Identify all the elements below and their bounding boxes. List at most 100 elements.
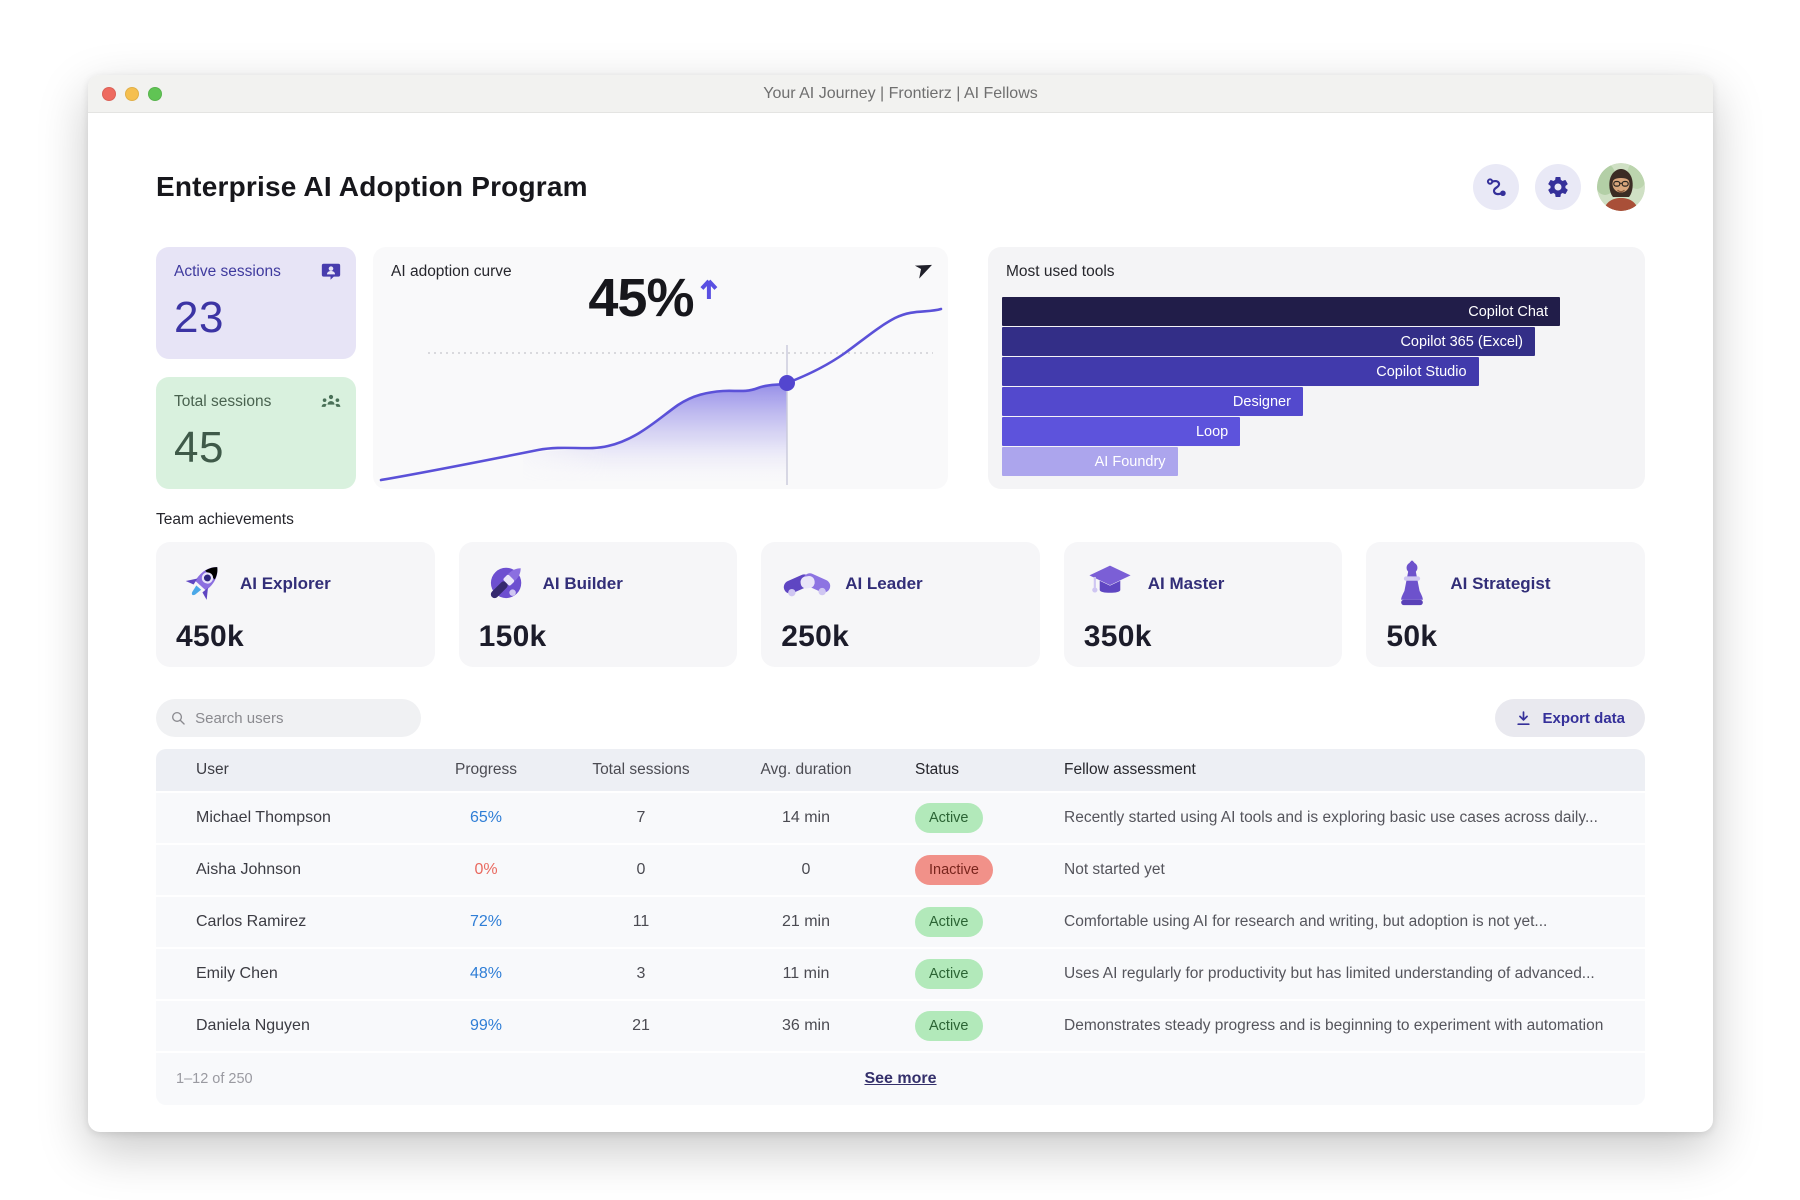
sessions-value: 11 xyxy=(632,913,650,930)
column-header-progress: Progress xyxy=(454,761,518,778)
achievement-card-master: AI Master 350k xyxy=(1063,542,1343,667)
progress-value[interactable]: 65% xyxy=(469,809,503,826)
active-sessions-card: Active sessions 23 xyxy=(156,247,356,359)
duration-value: 14 min xyxy=(781,809,831,826)
achievement-value: 450k xyxy=(176,620,244,653)
sessions-value: 0 xyxy=(636,861,646,878)
export-label: Export data xyxy=(1542,709,1625,727)
adoption-curve-line xyxy=(379,307,943,482)
progress-value[interactable]: 0% xyxy=(474,861,498,878)
progress-value[interactable]: 48% xyxy=(469,965,503,982)
trend-up-icon xyxy=(700,279,717,299)
stat-label: Active sessions xyxy=(174,263,281,280)
search-input[interactable] xyxy=(195,709,407,727)
ai-adoption-curve-card: AI adoption curve 45% xyxy=(373,247,948,489)
adoption-percentage: 45% xyxy=(588,268,694,328)
bar-label: Loop xyxy=(1195,423,1229,440)
duration-value: 21 min xyxy=(781,913,831,930)
stat-value: 23 xyxy=(174,293,224,342)
share-button[interactable] xyxy=(914,259,936,284)
progress-value[interactable]: 99% xyxy=(469,1017,503,1034)
status-badge: Active xyxy=(915,907,983,937)
graduation-cap-icon xyxy=(1089,565,1131,593)
traffic-lights xyxy=(102,75,162,112)
achievement-card-explorer: AI Explorer 450k xyxy=(156,542,435,667)
sessions-value: 21 xyxy=(632,1017,650,1034)
bar-label: AI Foundry xyxy=(1094,453,1166,470)
achievement-card-leader: AI Leader 250k xyxy=(761,542,1040,667)
achievement-value: 50k xyxy=(1386,620,1438,653)
bar-label: Copilot Studio xyxy=(1376,363,1467,380)
page-header: Enterprise AI Adoption Program xyxy=(156,163,1645,211)
header-actions xyxy=(1473,163,1645,211)
achievement-value: 250k xyxy=(781,620,850,653)
table-row[interactable]: Michael Thompson 65% 7 14 min Active Rec… xyxy=(156,793,1645,843)
stat-value: 45 xyxy=(174,423,224,472)
table-row[interactable]: Aisha Johnson 0% 0 0 Inactive Not starte… xyxy=(156,845,1645,895)
sessions-value: 3 xyxy=(636,965,646,982)
close-window-button[interactable] xyxy=(102,86,116,101)
column-header-assessment: Fellow assessment xyxy=(1064,761,1196,778)
user-avatar[interactable] xyxy=(1597,163,1645,211)
search-box[interactable] xyxy=(156,699,421,737)
stat-cards: Active sessions 23 Total sessions xyxy=(156,247,356,489)
column-header-sessions: Total sessions xyxy=(592,761,690,778)
user-name: Carlos Ramirez xyxy=(196,913,307,930)
export-data-button[interactable]: Export data xyxy=(1495,699,1645,737)
status-badge: Inactive xyxy=(915,855,993,885)
table-header: User Progress Total sessions Avg. durati… xyxy=(156,749,1645,791)
tool-bar: Copilot Chat xyxy=(1002,297,1561,326)
table-row[interactable]: Daniela Nguyen 99% 21 36 min Active Demo… xyxy=(156,1001,1645,1051)
app-window: Your AI Journey | Frontierz | AI Fellows… xyxy=(88,75,1713,1132)
paintbrush-icon xyxy=(490,567,521,599)
see-more-link[interactable]: See more xyxy=(864,1070,937,1087)
progress-value[interactable]: 72% xyxy=(469,913,503,930)
user-name: Daniela Nguyen xyxy=(196,1017,310,1034)
chart-title: AI adoption curve xyxy=(391,263,512,280)
page-title: Enterprise AI Adoption Program xyxy=(156,171,588,202)
chart-title: Most used tools xyxy=(1006,263,1115,280)
bar-label: Designer xyxy=(1232,393,1291,410)
achievement-label: AI Leader xyxy=(845,574,923,593)
user-name: Aisha Johnson xyxy=(196,861,301,878)
achievement-label: AI Strategist xyxy=(1450,574,1551,593)
route-icon xyxy=(1486,177,1506,196)
search-icon xyxy=(172,711,185,725)
column-header-duration: Avg. duration xyxy=(760,761,852,778)
stat-label: Total sessions xyxy=(174,393,272,410)
assessment-text: Not started yet xyxy=(1064,861,1165,878)
tool-bar: Copilot 365 (Excel) xyxy=(1002,327,1535,356)
tool-bar: AI Foundry xyxy=(1002,447,1178,476)
bar-label: Copilot Chat xyxy=(1468,303,1549,320)
status-badge: Active xyxy=(915,959,983,989)
table-row[interactable]: Carlos Ramirez 72% 11 21 min Active Comf… xyxy=(156,897,1645,947)
status-badge: Active xyxy=(915,803,983,833)
adoption-line-chart xyxy=(379,307,943,487)
assessment-text: Comfortable using AI for research and wr… xyxy=(1064,913,1548,930)
assessment-text: Demonstrates steady progress and is begi… xyxy=(1064,1017,1604,1034)
duration-value: 0 xyxy=(801,861,811,878)
assessment-text: Recently started using AI tools and is e… xyxy=(1064,809,1598,826)
zoom-window-button[interactable] xyxy=(148,86,162,101)
handshake-icon xyxy=(784,573,831,597)
achievement-label: AI Master xyxy=(1147,574,1225,593)
status-badge: Active xyxy=(915,1011,983,1041)
tools-bar-chart: Copilot Chat Copilot 365 (Excel) Copilot… xyxy=(1002,297,1629,476)
assessment-text: Uses AI regularly for productivity but h… xyxy=(1064,965,1595,982)
column-header-user: User xyxy=(196,761,229,778)
avatar-image xyxy=(1597,163,1645,211)
team-achievements-label: Team achievements xyxy=(156,511,294,528)
table-row[interactable]: Emily Chen 48% 3 11 min Active Uses AI r… xyxy=(156,949,1645,999)
tool-bar: Loop xyxy=(1002,417,1241,446)
achievements-row: AI Explorer 450k AI Builder xyxy=(156,542,1645,667)
download-icon xyxy=(1517,710,1531,725)
adoption-current-value: 45% xyxy=(588,267,719,329)
column-header-status: Status xyxy=(915,761,959,778)
route-button[interactable] xyxy=(1473,164,1519,210)
sessions-value: 7 xyxy=(636,809,646,826)
minimize-window-button[interactable] xyxy=(125,86,139,101)
chess-piece-icon xyxy=(1401,560,1424,606)
pagination-range: 1–12 of 250 xyxy=(176,1071,253,1087)
settings-button[interactable] xyxy=(1535,164,1581,210)
send-icon xyxy=(914,264,932,279)
